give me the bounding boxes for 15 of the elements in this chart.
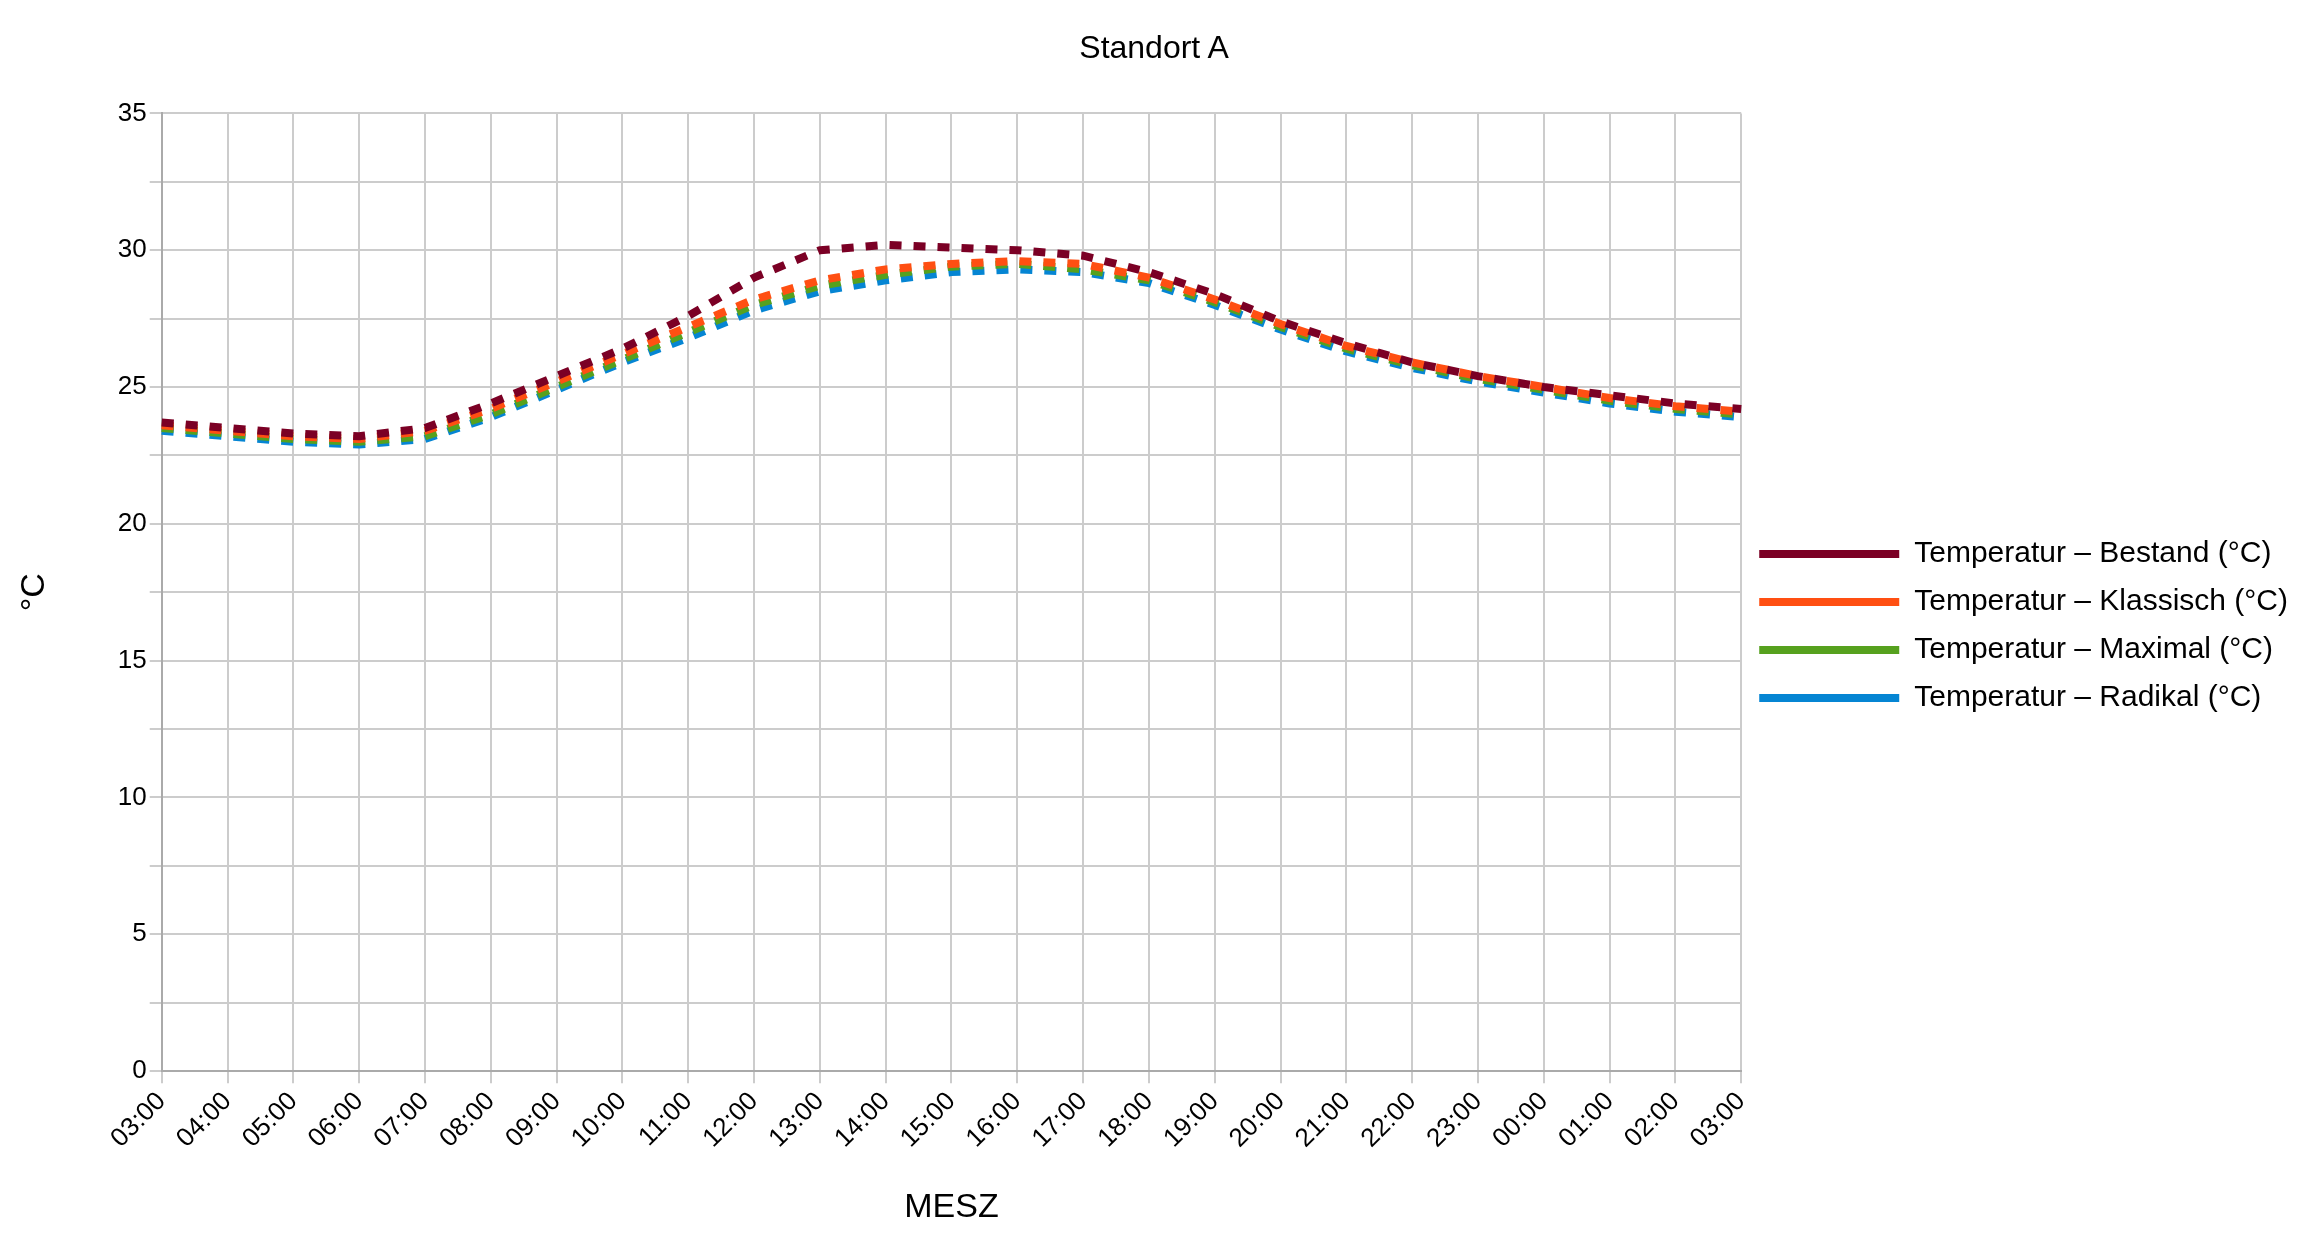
y-tick-label: 5 — [132, 917, 147, 948]
y-tick-label: 20 — [117, 507, 147, 538]
y-tick-label: 25 — [117, 370, 147, 401]
y-tick-label: 10 — [117, 780, 147, 811]
legend-label: Temperatur – Klassisch (°C) — [1914, 583, 2289, 617]
y-tick-label: 0 — [132, 1054, 147, 1085]
legend-label: Temperatur – Maximal (°C) — [1914, 631, 2273, 665]
x-axis-title: MESZ — [904, 1185, 999, 1224]
legend-label: Temperatur – Bestand (°C) — [1914, 535, 2272, 569]
y-tick-label: 15 — [117, 643, 147, 674]
y-tick-label: 35 — [117, 96, 147, 127]
y-axis-title: °C — [12, 573, 51, 612]
chart-title: Standort A — [1079, 29, 1230, 66]
y-tick-label: 30 — [117, 233, 147, 264]
legend-label: Temperatur – Radikal (°C) — [1914, 679, 2262, 713]
